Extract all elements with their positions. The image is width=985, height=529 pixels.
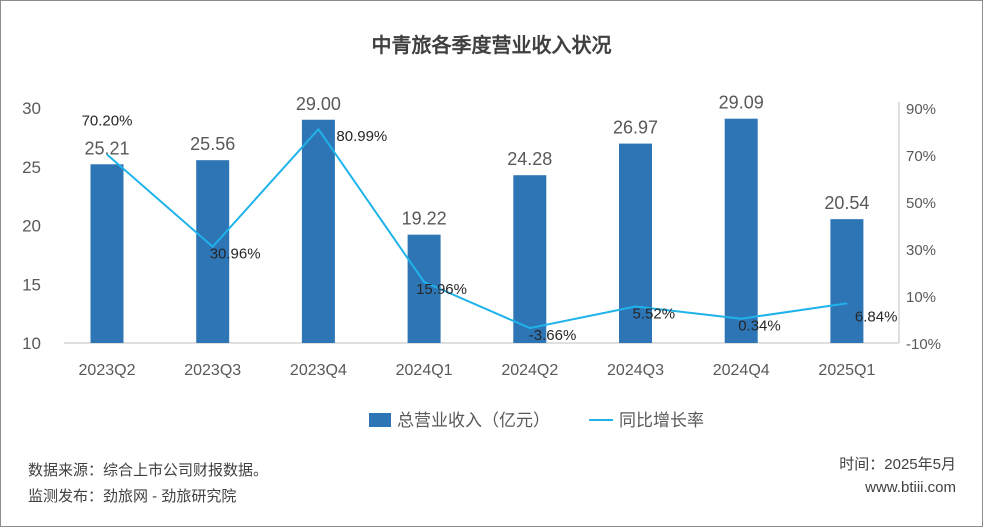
growth-value-label: 5.52% [633,306,676,323]
left-tick-label: 25 [22,158,41,177]
bar [830,219,864,343]
category-label: 2024Q3 [607,362,664,379]
left-tick-label: 20 [22,217,41,236]
right-tick-label: 90% [906,101,936,118]
growth-point [740,318,742,320]
category-label: 2025Q1 [818,362,875,379]
growth-point [635,306,636,308]
bar-value-label: 20.54 [824,193,869,213]
growth-value-label: 30.96% [210,246,261,263]
category-label: 2024Q2 [501,362,558,379]
left-tick-label: 30 [22,99,41,118]
bar-value-label: 24.28 [507,149,552,169]
growth-point [423,281,425,283]
growth-value-label: 70.20% [82,112,133,129]
bar-value-label: 29.00 [296,94,341,114]
right-tick-label: -10% [906,336,941,353]
growth-point [212,246,214,248]
data-source: 数据来源：综合上市公司财报数据。 [28,462,269,479]
bar [90,164,124,343]
bar-value-label: 29.09 [719,93,764,113]
category-label: 2023Q2 [79,362,136,379]
growth-point [317,128,319,130]
growth-value-label: 0.34% [738,318,781,335]
bar [513,175,547,343]
legend-line-label: 同比增长率 [619,411,704,430]
bar [301,119,335,343]
growth-point [529,327,531,329]
chart-title: 中青旅各季度营业收入状况 [371,35,612,57]
bar-value-label: 26.97 [613,118,658,138]
right-tick-label: 30% [906,242,936,259]
growth-value-label: 80.99% [336,128,387,145]
category-label: 2024Q4 [713,362,770,379]
category-label: 2023Q4 [290,362,347,379]
right-tick-label: 10% [906,289,936,306]
bar [724,118,758,343]
right-tick-label: 50% [906,195,936,212]
publish-time: 时间：2025年5月 [839,456,956,473]
growth-value-label: 15.96% [416,281,467,298]
left-tick-label: 10 [22,334,41,353]
bar-value-label: 25.21 [84,138,129,158]
growth-value-label: -3.66% [529,327,577,344]
bar-value-label: 25.56 [190,134,235,154]
growth-line [106,127,848,330]
website: www.btiii.com [865,479,956,496]
growth-point [106,154,108,156]
category-label: 2023Q3 [184,362,241,379]
bar [407,234,441,343]
bar [196,160,230,343]
bar-value-label: 19.22 [402,209,447,229]
growth-point [846,302,848,304]
growth-value-label: 6.84% [855,308,898,325]
left-tick-label: 15 [22,275,41,294]
right-tick-label: 70% [906,148,936,165]
legend-bar-label: 总营业收入（亿元） [397,411,550,430]
publisher: 监测发布：劲旅网 - 劲旅研究院 [28,488,237,505]
category-label: 2024Q1 [396,362,453,379]
legend-bar-swatch [369,413,391,427]
